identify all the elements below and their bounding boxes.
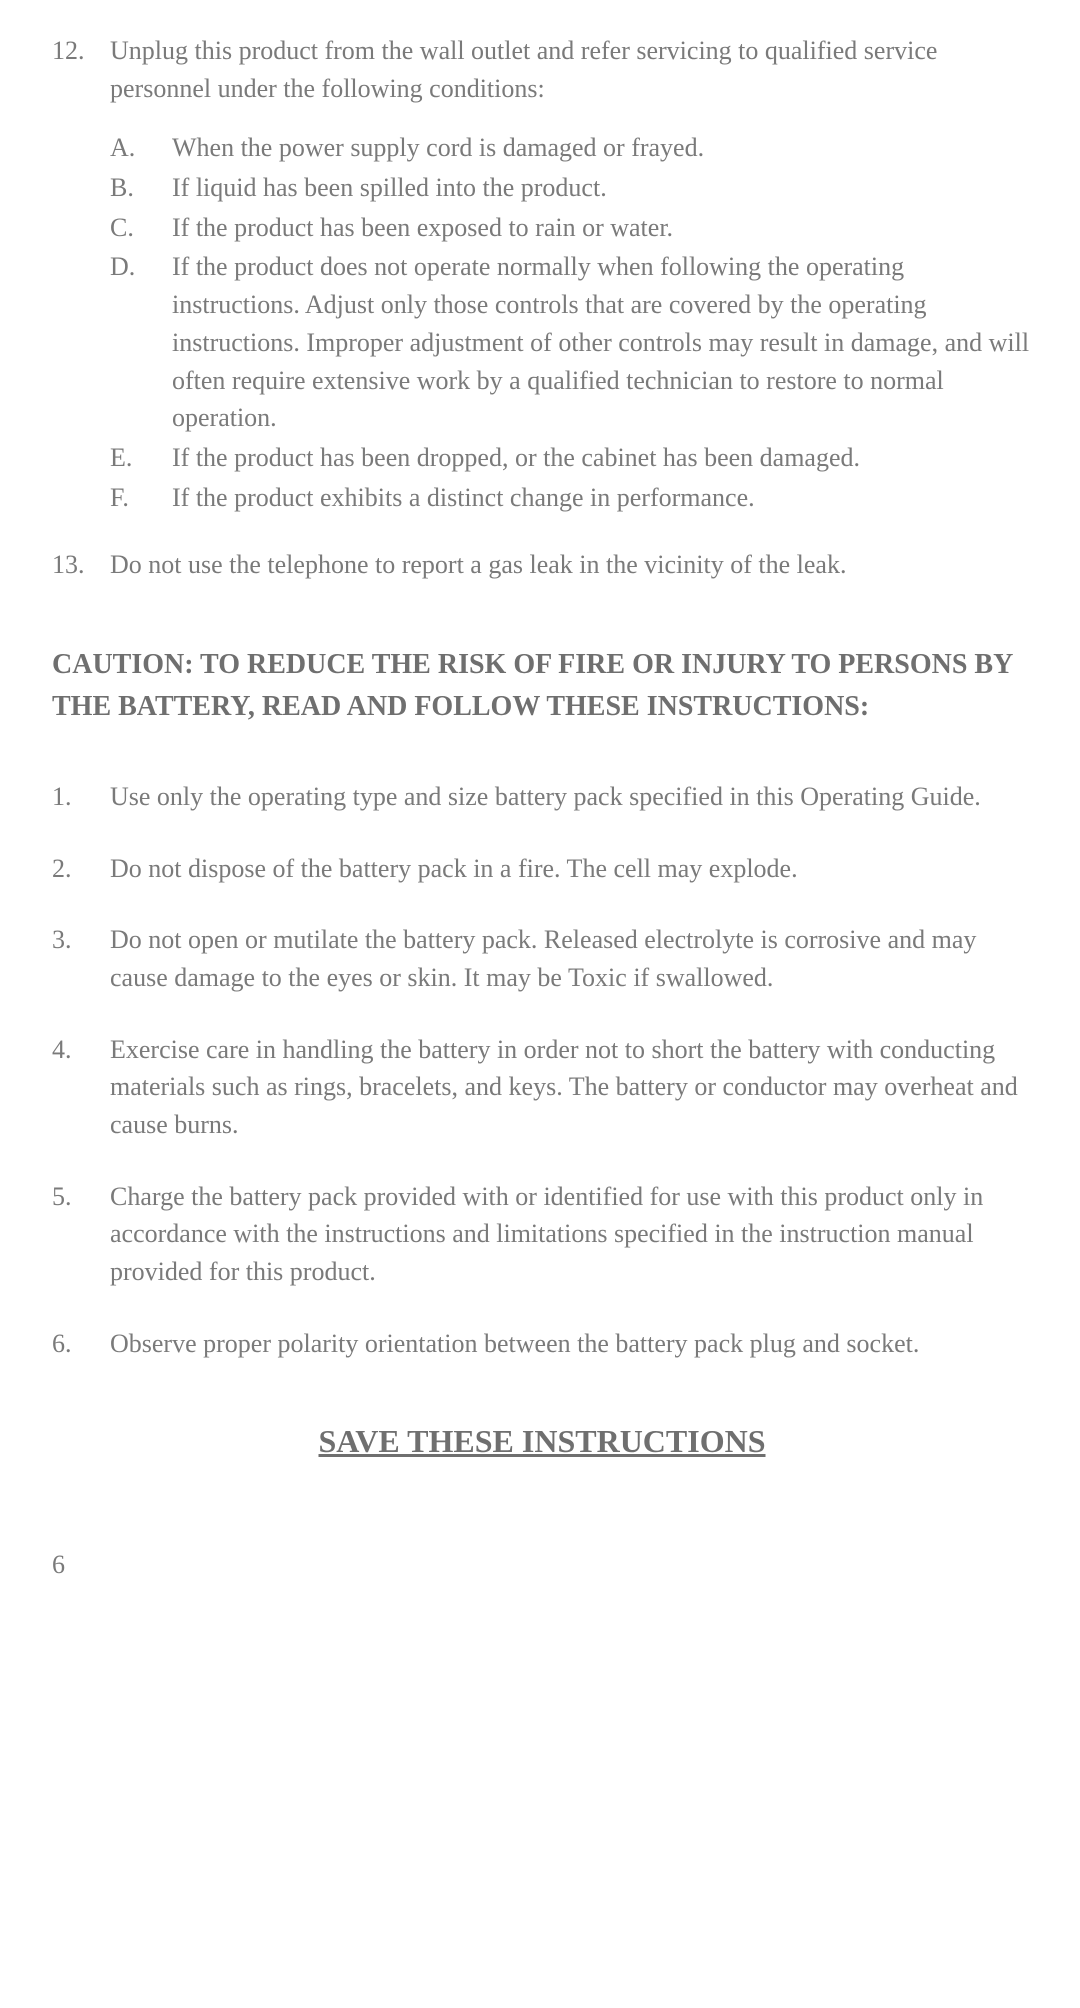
subitem-letter: E.: [110, 439, 172, 477]
caution-heading: CAUTION: TO REDUCE THE RISK OF FIRE OR I…: [52, 644, 1032, 728]
sublist-item: D. If the product does not operate norma…: [110, 248, 1032, 436]
subitem-letter: B.: [110, 169, 172, 207]
subitem-text: If liquid has been spilled into the prod…: [172, 169, 1032, 207]
list-item: 2. Do not dispose of the battery pack in…: [52, 850, 1032, 888]
document-page: 12. Unplug this product from the wall ou…: [0, 0, 1080, 1628]
subitem-text: If the product has been exposed to rain …: [172, 209, 1032, 247]
subitem-text: If the product does not operate normally…: [172, 248, 1032, 436]
item-text: Observe proper polarity orientation betw…: [110, 1325, 1032, 1363]
list-item: 12. Unplug this product from the wall ou…: [52, 32, 1032, 518]
save-instructions-heading: SAVE THESE INSTRUCTIONS: [52, 1423, 1032, 1460]
item-text: Do not dispose of the battery pack in a …: [110, 850, 1032, 888]
item-number: 4.: [52, 1031, 110, 1144]
subitem-letter: D.: [110, 248, 172, 436]
item-text: Do not open or mutilate the battery pack…: [110, 921, 1032, 996]
item-number: 5.: [52, 1178, 110, 1291]
list-item: 3. Do not open or mutilate the battery p…: [52, 921, 1032, 996]
subitem-text: When the power supply cord is damaged or…: [172, 129, 1032, 167]
sublist-item: C. If the product has been exposed to ra…: [110, 209, 1032, 247]
list-item: 1. Use only the operating type and size …: [52, 778, 1032, 816]
battery-instruction-list: 1. Use only the operating type and size …: [52, 778, 1032, 1363]
item-number: 13.: [52, 546, 110, 584]
list-item: 5. Charge the battery pack provided with…: [52, 1178, 1032, 1291]
subitem-letter: A.: [110, 129, 172, 167]
subitem-letter: C.: [110, 209, 172, 247]
item-text: Do not use the telephone to report a gas…: [110, 550, 846, 579]
item-text: Exercise care in handling the battery in…: [110, 1031, 1032, 1144]
sublist: A. When the power supply cord is damaged…: [110, 129, 1032, 516]
item-text: Unplug this product from the wall outlet…: [110, 36, 937, 103]
item-content: Unplug this product from the wall outlet…: [110, 32, 1032, 518]
item-number: 12.: [52, 32, 110, 518]
sublist-item: A. When the power supply cord is damaged…: [110, 129, 1032, 167]
item-number: 2.: [52, 850, 110, 888]
item-number: 1.: [52, 778, 110, 816]
sublist-item: B. If liquid has been spilled into the p…: [110, 169, 1032, 207]
item-content: Do not use the telephone to report a gas…: [110, 546, 1032, 584]
item-text: Charge the battery pack provided with or…: [110, 1178, 1032, 1291]
sublist-item: F. If the product exhibits a distinct ch…: [110, 479, 1032, 517]
subitem-text: If the product exhibits a distinct chang…: [172, 479, 1032, 517]
item-number: 3.: [52, 921, 110, 996]
list-item: 13. Do not use the telephone to report a…: [52, 546, 1032, 584]
item-number: 6.: [52, 1325, 110, 1363]
list-item: 4. Exercise care in handling the battery…: [52, 1031, 1032, 1144]
subitem-text: If the product has been dropped, or the …: [172, 439, 1032, 477]
item-text: Use only the operating type and size bat…: [110, 778, 1032, 816]
list-item: 6. Observe proper polarity orientation b…: [52, 1325, 1032, 1363]
page-number: 6: [52, 1550, 1032, 1580]
subitem-letter: F.: [110, 479, 172, 517]
sublist-item: E. If the product has been dropped, or t…: [110, 439, 1032, 477]
